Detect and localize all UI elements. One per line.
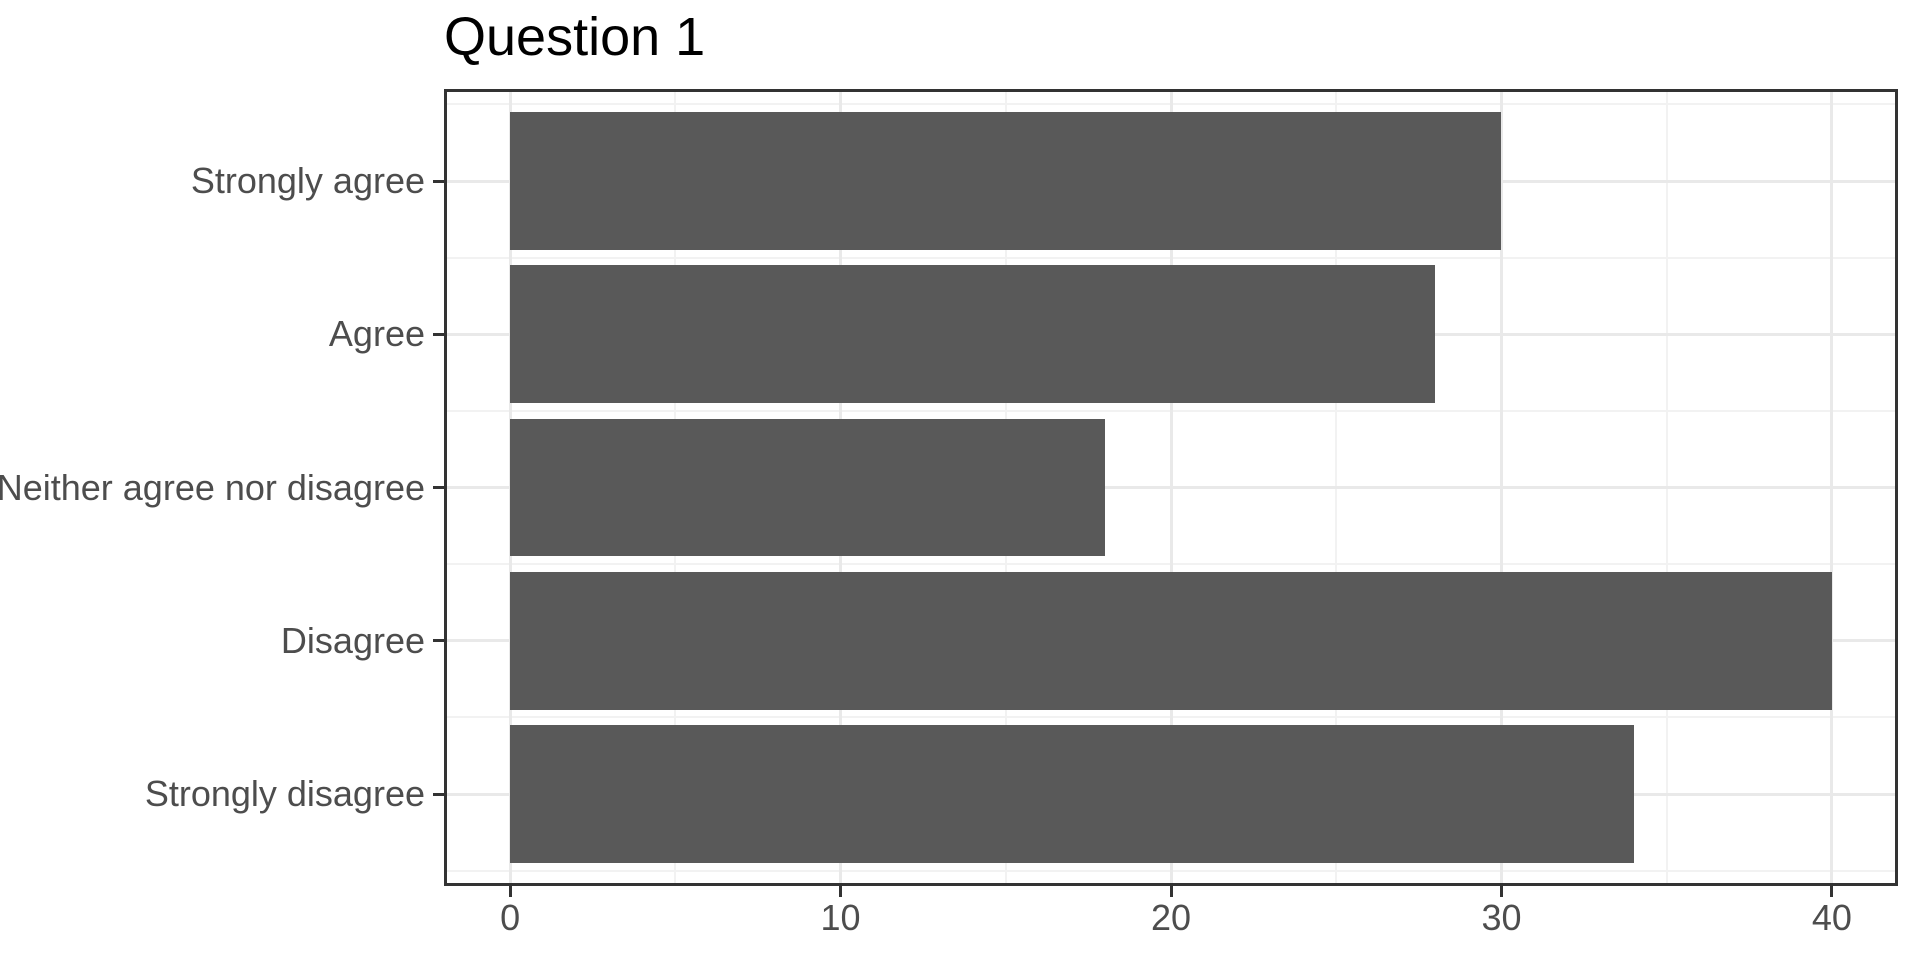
x-axis-tick-label: 0 [500, 897, 521, 938]
y-axis-tick-label: Strongly agree [190, 160, 425, 201]
x-axis-tick [839, 886, 842, 897]
plot-panel [444, 89, 1898, 886]
y-axis-tick-label: Disagree [280, 619, 425, 661]
x-axis-tick [1500, 886, 1503, 897]
chart-title: Question 1 [444, 7, 706, 67]
y-axis-tick [433, 639, 444, 643]
y-axis-tick [433, 179, 444, 183]
x-axis-tick-label: 40 [1811, 897, 1852, 938]
bar-agree [510, 265, 1436, 404]
bar-strongly-agree [510, 112, 1502, 250]
y-axis-tick-label: Neither agree nor disagree [0, 466, 425, 508]
bar-strongly-disagree [510, 725, 1634, 863]
x-axis-tick-label: 20 [1150, 897, 1192, 938]
bar-neither-agree-nor-disagree [510, 418, 1105, 557]
y-axis-tick-label: Strongly disagree [144, 773, 425, 814]
y-axis-tick-label: Agree [328, 313, 425, 355]
y-axis-tick [433, 792, 444, 796]
y-axis-tick [433, 332, 444, 336]
x-axis-tick [1830, 886, 1834, 897]
x-axis-tick [508, 886, 512, 897]
x-axis-tick-label: 30 [1481, 897, 1522, 938]
bar-disagree [510, 571, 1832, 710]
x-axis-tick-label: 10 [820, 897, 861, 938]
major-gridline-horizontal [447, 486, 1895, 489]
y-axis-tick [433, 486, 444, 489]
x-axis-tick [1169, 886, 1173, 897]
